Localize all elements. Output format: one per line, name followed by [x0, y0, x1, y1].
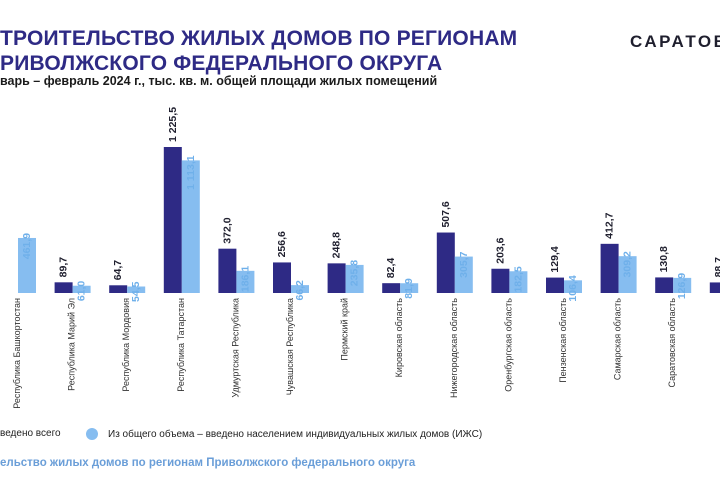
bar-ijs — [618, 256, 637, 293]
bar-total — [109, 285, 128, 293]
data-label-ijs: 461,9 — [21, 233, 33, 259]
category-label: Оренбургская область — [503, 298, 513, 392]
category-label: Пермский край — [340, 298, 350, 361]
category-label: Нижегородская область — [449, 298, 459, 398]
bar-ijs — [564, 280, 582, 293]
data-label-ijs: 66,2 — [294, 280, 306, 301]
data-label-total: 130,8 — [658, 246, 670, 272]
data-label-ijs: 186,1 — [239, 266, 251, 292]
data-label-total: 248,8 — [331, 232, 343, 258]
data-label-ijs: 126,9 — [676, 273, 688, 299]
chart-subtitle: варь – февраль 2024 г., тыс. кв. м. обще… — [0, 74, 438, 88]
data-label-total: 412,7 — [604, 212, 616, 238]
bar-total — [54, 282, 73, 293]
data-label-ijs: 61,0 — [76, 281, 88, 302]
data-label-total: 129,4 — [549, 246, 561, 272]
bar-ijs — [18, 237, 36, 293]
data-label-total: 372,0 — [221, 217, 233, 243]
bar-total — [546, 277, 564, 293]
bar-ijs — [181, 160, 200, 293]
data-label-ijs: 182,5 — [512, 266, 524, 292]
bar-ijs — [236, 270, 255, 293]
data-label-ijs: 305,7 — [458, 251, 470, 277]
data-label-total: 203,6 — [494, 237, 506, 263]
legend-ijs-swatch — [86, 428, 98, 440]
category-label: Республика Башкортостан — [12, 298, 22, 409]
bar-ijs — [400, 283, 419, 293]
category-label: Удмуртская Республика — [230, 298, 240, 398]
brand-logo-text: САРАТОВС — [630, 32, 720, 51]
data-label-total: 89,7 — [58, 257, 70, 278]
legend-item-total: ведено всего — [0, 428, 61, 439]
bar-total — [327, 263, 346, 293]
data-label-ijs: 106,4 — [567, 275, 579, 301]
data-label-ijs: 235,8 — [349, 260, 361, 286]
bar-total — [491, 268, 510, 293]
bar-total — [655, 277, 674, 293]
data-label-total: 88,7 — [713, 257, 720, 278]
bar-ijs — [291, 285, 309, 293]
legend-item-ijs: Из общего объема – введено населением ин… — [86, 428, 482, 440]
category-label: Республика Мордовия — [121, 298, 131, 392]
data-label-total: 256,6 — [276, 231, 288, 257]
legend-total-label: ведено всего — [0, 428, 61, 439]
bar-ijs — [509, 271, 528, 293]
data-label-total: 64,7 — [112, 260, 124, 281]
category-label: Республика Татарстан — [176, 298, 186, 392]
bar-total — [382, 283, 401, 293]
chart-title-line-1: ТРОИТЕЛЬСТВО ЖИЛЫХ ДОМОВ ПО РЕГИОНАМ — [0, 27, 518, 50]
bar-ijs — [72, 285, 91, 293]
data-label-ijs: 81,9 — [403, 278, 415, 299]
bar-total — [600, 243, 619, 293]
bar-ijs — [127, 286, 146, 293]
category-label: Республика Марий Эл — [67, 298, 77, 391]
data-label-total: 82,4 — [385, 258, 397, 279]
category-label: Кировская область — [394, 298, 404, 378]
bar-total — [163, 147, 182, 293]
data-label-total: 1 225,5 — [167, 107, 179, 142]
category-label: Самарская область — [613, 298, 623, 380]
bar-total — [218, 248, 237, 293]
footer-caption: ельство жилых домов по регионам Приволжс… — [0, 457, 416, 469]
data-label-ijs: 54,5 — [130, 281, 142, 302]
category-label: Пензенская область — [558, 298, 568, 383]
chart-title: ТРОИТЕЛЬСТВО ЖИЛЫХ ДОМОВ ПО РЕГИОНАМ РИВ… — [0, 26, 600, 76]
category-label: Саратовская область — [667, 298, 677, 388]
legend-ijs-label: Из общего объема – введено населением ин… — [108, 428, 483, 440]
bar-ijs — [345, 264, 364, 293]
data-label-ijs: 309,2 — [622, 251, 634, 277]
chart-title-line-2: РИВОЛЖСКОГО ФЕДЕРАЛЬНОГО ОКРУГА — [0, 52, 443, 75]
bar-total — [709, 282, 720, 293]
bar-ijs — [454, 256, 473, 293]
bar-total — [273, 262, 291, 293]
bar-ijs — [673, 277, 692, 293]
data-label-total: 507,6 — [440, 201, 452, 227]
category-label: Чувашская Республика — [285, 298, 295, 395]
data-label-ijs: 1 113,1 — [185, 155, 197, 190]
bar-total — [436, 232, 455, 293]
